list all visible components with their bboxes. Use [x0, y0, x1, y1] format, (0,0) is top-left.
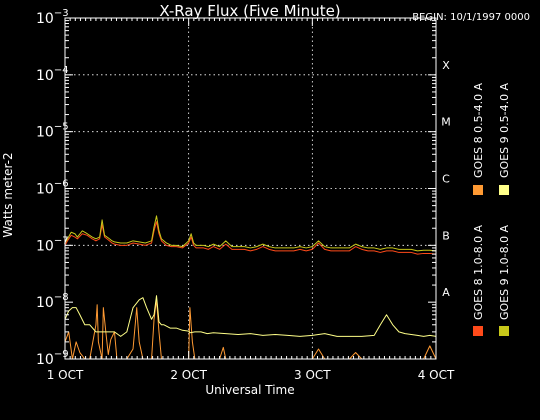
legend-swatch-2 [499, 326, 509, 336]
y-tick-labels: 10−9 10−8 10−7 10−6 10−5 10−4 10−3 [36, 8, 69, 368]
y-tick-label-3: 10−6 [36, 179, 69, 198]
y-tick-label-1: 10−8 [36, 292, 69, 311]
y-tick-label-5: 10−4 [36, 65, 69, 84]
x-tick-label-1: 2 OCT [170, 368, 207, 382]
flare-class-b: B [442, 229, 450, 242]
series-line-0 [64, 221, 437, 255]
flare-class-a: A [442, 286, 450, 299]
x-axis-label: Universal Time [205, 383, 294, 397]
series-line-2 [64, 215, 437, 252]
y-tick-label-2: 10−7 [36, 235, 69, 254]
flare-class-c: C [442, 172, 450, 185]
legend-swatch-0 [473, 326, 483, 336]
y-axis-label: Watts meter-2 [1, 152, 15, 237]
legend-label-3: GOES 9 0.5-4.0 A [498, 82, 511, 178]
axis-ticks [64, 17, 437, 360]
begin-label: BEGIN: 10/1/1997 0000 [412, 12, 530, 23]
series-line-1 [64, 299, 437, 360]
legend-swatch-3 [499, 185, 509, 195]
series-layer [64, 215, 437, 360]
legend-label-0: GOES 8 1.0-8.0 A [472, 224, 485, 320]
x-tick-labels: 1 OCT 2 OCT 3 OCT 4 OCT [47, 368, 455, 382]
y-tick-label-6: 10−3 [36, 8, 69, 27]
x-tick-label-2: 3 OCT [294, 368, 331, 382]
flare-class-labels: A B C M X [441, 59, 451, 299]
y-tick-label-4: 10−5 [36, 122, 69, 141]
x-tick-label-0: 1 OCT [47, 368, 84, 382]
chart-title: X-Ray Flux (Five Minute) [159, 2, 340, 20]
flare-class-m: M [441, 116, 451, 129]
y-tick-label-0: 10−9 [36, 349, 69, 368]
flare-class-x: X [442, 59, 450, 72]
series-line-3 [64, 295, 437, 337]
x-tick-label-3: 4 OCT [418, 368, 455, 382]
legend-swatch-1 [473, 185, 483, 195]
legend-label-2: GOES 9 1.0-8.0 A [498, 224, 511, 320]
grid-lines [65, 18, 436, 359]
legend-label-1: GOES 8 0.5-4.0 A [472, 82, 485, 178]
legend: GOES 8 1.0-8.0 A GOES 8 0.5-4.0 A GOES 9 1… [472, 82, 511, 336]
